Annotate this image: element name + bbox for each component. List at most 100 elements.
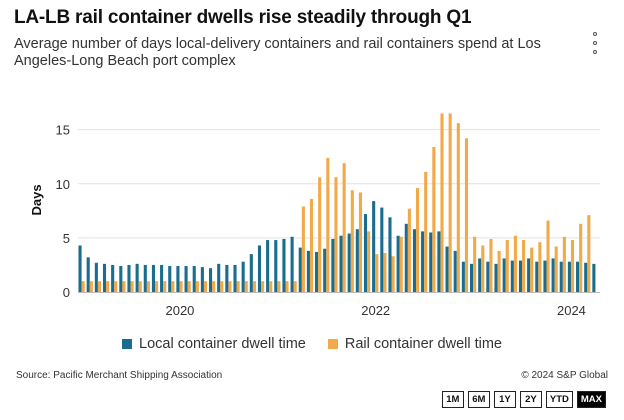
range-button-max[interactable]: MAX (576, 391, 606, 408)
bar-rail (473, 236, 477, 292)
bar-chart: 0 5 10 15 Days 2020 2022 2024 (29, 113, 600, 318)
legend-item-rail[interactable]: Rail container dwell time (327, 336, 502, 352)
bar-local (429, 232, 433, 292)
bar-rail (448, 113, 452, 292)
x-tick-label: 2020 (165, 303, 194, 318)
bar-rail (318, 177, 322, 292)
bar-local (535, 261, 539, 292)
bar-local (217, 263, 221, 292)
bar-rail (562, 236, 566, 292)
bar-local (192, 266, 196, 292)
bar-rail (505, 240, 509, 292)
bar-rail (456, 123, 460, 293)
bar-local (437, 231, 441, 292)
bar-rail (293, 281, 297, 292)
range-button-6m[interactable]: 6M (467, 391, 490, 408)
bar-local (584, 262, 588, 292)
bar-rail (130, 281, 134, 292)
bar-rail (155, 281, 159, 292)
bar-rail (432, 146, 436, 292)
bar-rail (187, 281, 191, 292)
bar-rail (342, 163, 346, 292)
bar-rail (163, 281, 167, 292)
bar-rail (236, 281, 240, 292)
bar-rail (530, 247, 534, 292)
bar-local (306, 250, 310, 292)
bar-local (290, 236, 294, 292)
bar-local (168, 266, 172, 292)
bar-rail (146, 281, 150, 292)
bar-local (331, 238, 335, 292)
bar-local (396, 235, 400, 292)
bar-rail (375, 254, 379, 292)
legend: Local container dwell time Rail containe… (0, 336, 624, 352)
legend-swatch-local (122, 339, 132, 349)
bar-local (86, 257, 90, 292)
bar-rail (358, 192, 362, 292)
bar-local (461, 261, 465, 292)
bar-local (249, 254, 253, 292)
bar-local (412, 229, 416, 292)
bar-local (78, 245, 82, 292)
bar-rail (497, 250, 501, 292)
bar-rail (138, 281, 142, 292)
bar-rail (391, 256, 395, 292)
vertical-ellipsis-icon[interactable] (588, 32, 602, 54)
bar-local (127, 264, 131, 292)
bar-rail (97, 281, 101, 292)
bar-local (592, 263, 596, 292)
bar-rail (334, 177, 338, 292)
bar-local (518, 260, 523, 292)
bar-rail (579, 223, 583, 292)
bar-rail (114, 281, 118, 292)
range-button-1y[interactable]: 1Y (493, 391, 516, 408)
bar-local (510, 260, 514, 292)
range-button-2y[interactable]: 2Y (519, 391, 542, 408)
y-axis-label: Days (29, 184, 44, 215)
bar-local (380, 207, 384, 292)
x-tick-label: 2022 (361, 303, 390, 318)
gridlines (78, 129, 600, 239)
bars (78, 113, 596, 293)
y-tick-label: 10 (56, 177, 70, 192)
bar-local (94, 262, 98, 292)
bar-local (527, 258, 531, 292)
bar-rail (489, 238, 493, 292)
bar-rail (522, 240, 526, 292)
bar-local (372, 201, 376, 292)
bar-local (266, 240, 270, 292)
bar-rail (171, 281, 175, 292)
bar-local (208, 268, 213, 292)
ellipsis-dot (593, 32, 597, 36)
range-button-ytd[interactable]: YTD (545, 391, 573, 408)
bar-rail (285, 281, 289, 292)
range-button-1m[interactable]: 1M (441, 391, 464, 408)
bar-local (241, 261, 245, 292)
bar-local (502, 258, 506, 292)
bar-local (102, 263, 107, 292)
x-tick-label: 2024 (557, 303, 586, 318)
bar-rail (244, 281, 248, 292)
bar-local (225, 264, 229, 292)
legend-label-local: Local container dwell time (139, 336, 306, 352)
bar-local (551, 258, 555, 292)
bar-local (111, 264, 115, 292)
bar-local (143, 264, 147, 292)
y-tick-label: 0 (63, 285, 70, 300)
bar-rail (424, 171, 428, 292)
bar-rail (383, 253, 387, 292)
bar-local (404, 223, 408, 292)
bar-rail (269, 281, 273, 292)
legend-item-local[interactable]: Local container dwell time (122, 336, 306, 352)
bar-local (323, 248, 327, 292)
bar-local (469, 263, 474, 292)
bar-rail (538, 242, 542, 292)
bar-rail (326, 157, 330, 292)
bar-local (567, 261, 571, 292)
legend-label-rail: Rail container dwell time (344, 336, 502, 352)
bar-rail (261, 281, 265, 292)
ellipsis-dot (593, 50, 597, 54)
bar-rail (416, 188, 420, 292)
legend-swatch-rail (327, 339, 338, 349)
axes: 0 5 10 15 Days 2020 2022 2024 (29, 123, 600, 318)
